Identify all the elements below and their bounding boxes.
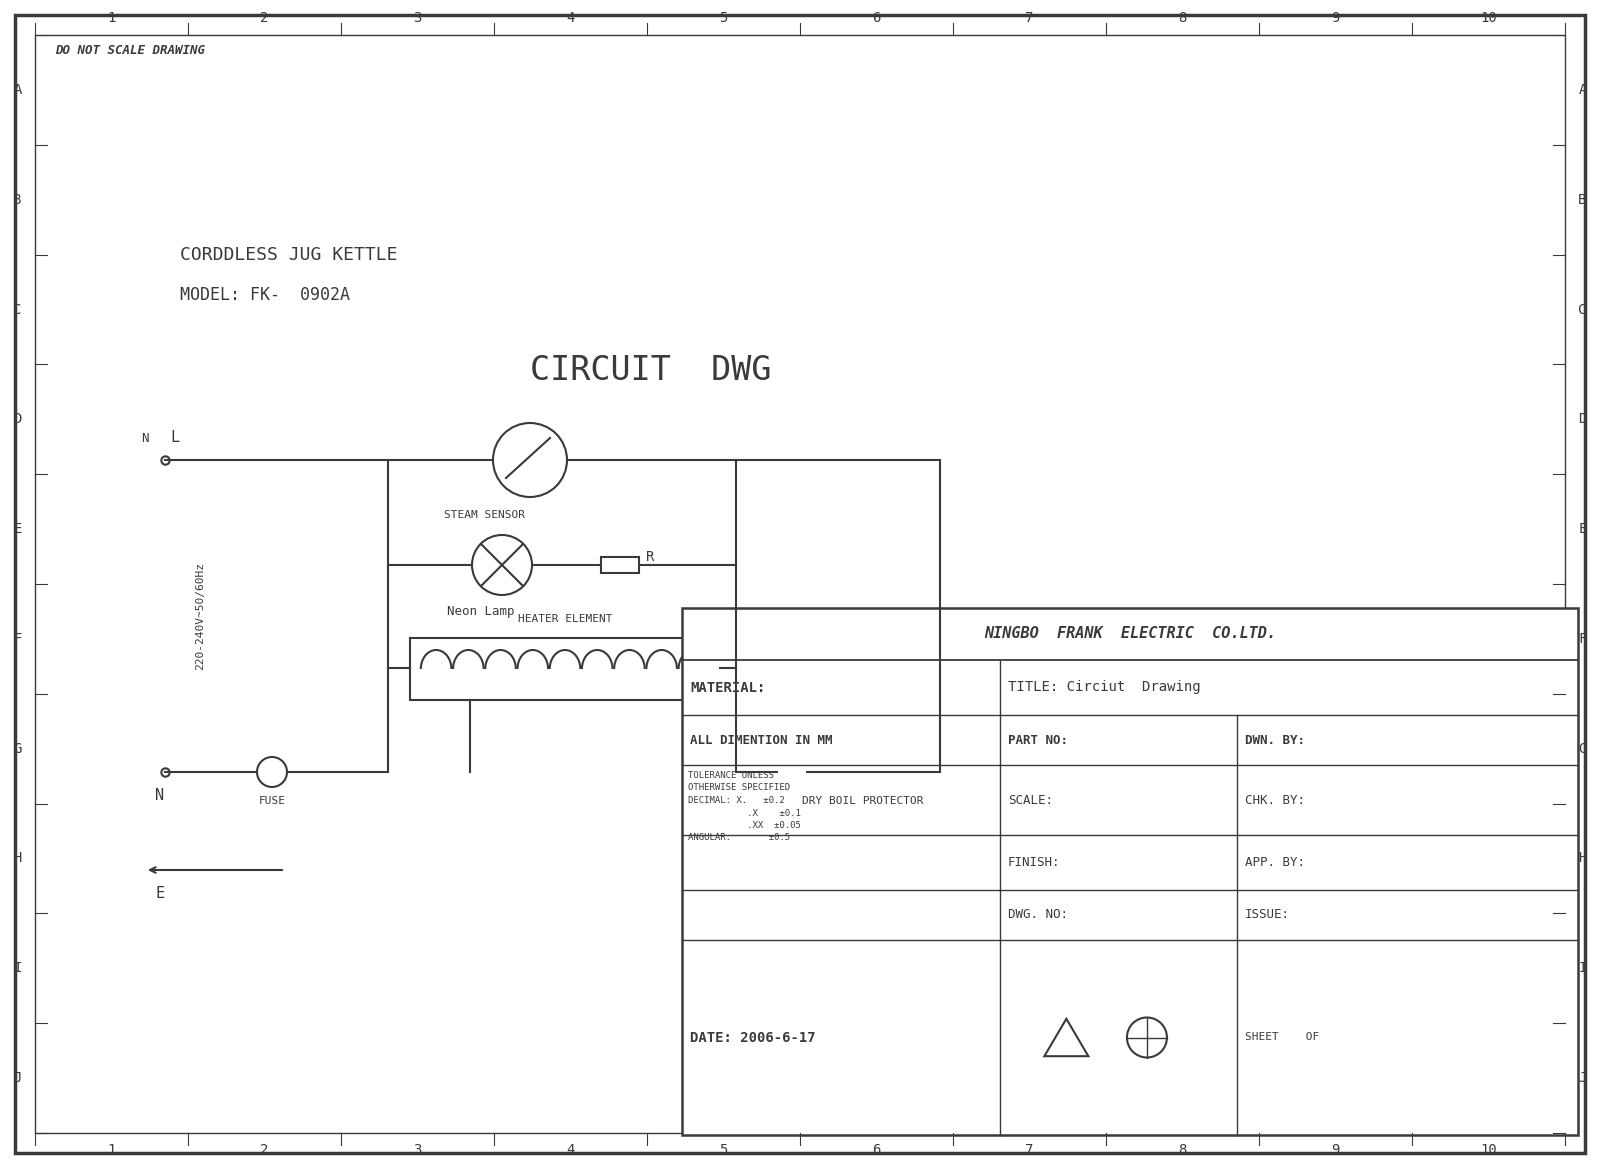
Text: 4: 4	[566, 11, 574, 25]
Text: G: G	[1578, 742, 1587, 756]
Text: 2: 2	[261, 1143, 269, 1157]
Text: Neon Lamp: Neon Lamp	[446, 605, 515, 618]
Text: A: A	[1578, 83, 1587, 97]
Text: STEAM SENSOR: STEAM SENSOR	[445, 510, 525, 520]
Text: MODEL: FK-  0902A: MODEL: FK- 0902A	[179, 286, 350, 304]
Text: 3: 3	[413, 1143, 422, 1157]
Text: H: H	[13, 851, 22, 865]
Text: E: E	[155, 887, 165, 901]
Text: C: C	[13, 303, 22, 317]
Text: ALL DIMENTION IN MM: ALL DIMENTION IN MM	[690, 734, 832, 746]
Text: J: J	[13, 1071, 22, 1085]
Text: TITLE: Circiut  Drawing: TITLE: Circiut Drawing	[1008, 681, 1200, 695]
Text: CORDDLESS JUG KETTLE: CORDDLESS JUG KETTLE	[179, 246, 397, 264]
Text: N: N	[141, 432, 149, 445]
Text: I: I	[1578, 961, 1587, 975]
Text: PART NO:: PART NO:	[1008, 734, 1069, 746]
Text: 9: 9	[1331, 11, 1339, 25]
Text: E: E	[1578, 522, 1587, 536]
Text: MATERIAL:: MATERIAL:	[690, 681, 765, 695]
Text: 10: 10	[1480, 11, 1498, 25]
Text: DO NOT SCALE DRAWING: DO NOT SCALE DRAWING	[54, 43, 205, 56]
Text: 1: 1	[107, 11, 115, 25]
Text: 3: 3	[413, 11, 422, 25]
Text: 2: 2	[261, 11, 269, 25]
Text: 7: 7	[1026, 11, 1034, 25]
Text: DWG. NO:: DWG. NO:	[1008, 909, 1069, 922]
Text: DRY BOIL PROTECTOR: DRY BOIL PROTECTOR	[802, 797, 923, 806]
Text: NINGBO  FRANK  ELECTRIC  CO.LTD.: NINGBO FRANK ELECTRIC CO.LTD.	[984, 626, 1277, 641]
Text: 6: 6	[872, 1143, 880, 1157]
Text: F: F	[13, 632, 22, 646]
Text: TOLERANCE UNLESS
OTHERWISE SPECIFIED
DECIMAL: X.   ±0.2
           .X    ±0.1
  : TOLERANCE UNLESS OTHERWISE SPECIFIED DEC…	[688, 771, 802, 842]
Text: B: B	[13, 193, 22, 207]
Text: 220-240V~50/60Hz: 220-240V~50/60Hz	[195, 562, 205, 670]
Text: H: H	[1578, 851, 1587, 865]
Text: D: D	[1578, 412, 1587, 426]
Text: FUSE: FUSE	[259, 797, 285, 806]
Text: DWN. BY:: DWN. BY:	[1245, 734, 1306, 746]
Text: J: J	[1578, 1071, 1587, 1085]
Text: F: F	[1578, 632, 1587, 646]
Text: SHEET    OF: SHEET OF	[1245, 1033, 1320, 1043]
Text: DATE: 2006-6-17: DATE: 2006-6-17	[690, 1030, 816, 1044]
Bar	[410, 638, 720, 700]
Text: C: C	[1578, 303, 1587, 317]
Bar	[682, 609, 1578, 1135]
Text: L: L	[170, 430, 179, 445]
Text: FINISH:: FINISH:	[1008, 856, 1061, 869]
Text: APP. BY:: APP. BY:	[1245, 856, 1306, 869]
Text: E: E	[13, 522, 22, 536]
Text: CHK. BY:: CHK. BY:	[1245, 793, 1306, 806]
Text: A: A	[13, 83, 22, 97]
Text: 6: 6	[872, 11, 880, 25]
Text: 8: 8	[1178, 1143, 1187, 1157]
Bar	[602, 557, 638, 573]
Text: R: R	[646, 550, 654, 564]
Text: 9: 9	[1331, 1143, 1339, 1157]
Text: 5: 5	[720, 1143, 728, 1157]
Text: CIRCUIT  DWG: CIRCUIT DWG	[530, 354, 771, 387]
Text: HEATER ELEMENT: HEATER ELEMENT	[518, 614, 613, 624]
Text: D: D	[13, 412, 22, 426]
Text: 8: 8	[1178, 11, 1187, 25]
Text: I: I	[13, 961, 22, 975]
Text: SCALE:: SCALE:	[1008, 793, 1053, 806]
Text: 10: 10	[1480, 1143, 1498, 1157]
Text: ISSUE:: ISSUE:	[1245, 909, 1290, 922]
Text: 1: 1	[107, 1143, 115, 1157]
Text: 7: 7	[1026, 1143, 1034, 1157]
Text: 5: 5	[720, 11, 728, 25]
Text: 4: 4	[566, 1143, 574, 1157]
Text: B: B	[1578, 193, 1587, 207]
Text: N: N	[155, 788, 165, 804]
Text: G: G	[13, 742, 22, 756]
